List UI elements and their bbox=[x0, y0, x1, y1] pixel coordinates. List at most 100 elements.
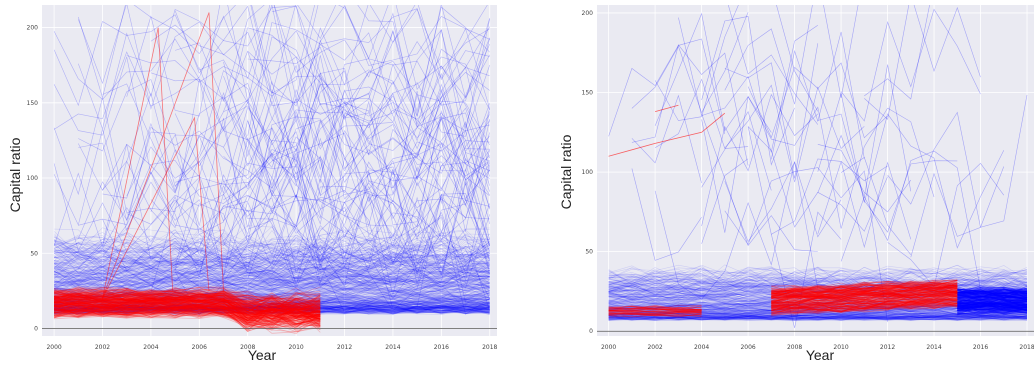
blue-series-line bbox=[53, 276, 490, 295]
blue-series-line bbox=[957, 289, 1028, 298]
red-series-line bbox=[771, 287, 958, 305]
blue-outlier-line bbox=[175, 5, 490, 132]
blue-outlier-line bbox=[724, 161, 842, 243]
red-series-line bbox=[54, 300, 321, 317]
blue-series-line bbox=[957, 302, 1028, 311]
blue-series-line bbox=[608, 303, 1028, 311]
red-series-line bbox=[771, 287, 958, 296]
blue-series-line bbox=[53, 269, 490, 289]
blue-outlier-line bbox=[223, 161, 490, 277]
blue-series-line bbox=[54, 306, 490, 315]
blue-series-line bbox=[957, 301, 1028, 309]
blue-outlier-line bbox=[174, 5, 490, 120]
blue-series-line bbox=[608, 282, 1028, 296]
red-series-line bbox=[771, 291, 958, 306]
blue-series-line bbox=[54, 306, 490, 315]
blue-series-line bbox=[54, 301, 490, 312]
blue-series-line bbox=[608, 306, 1028, 314]
blue-series-line bbox=[957, 302, 1028, 311]
blue-series-line bbox=[54, 296, 490, 308]
blue-series-line bbox=[54, 290, 490, 305]
blue-series-line bbox=[957, 291, 1028, 299]
red-series-line bbox=[771, 292, 958, 306]
red-series-line bbox=[608, 313, 702, 318]
red-series-line bbox=[54, 300, 321, 314]
red-series-line bbox=[771, 284, 958, 295]
red-series-line bbox=[54, 303, 321, 320]
blue-series-line bbox=[957, 306, 1028, 314]
blue-series-line bbox=[54, 304, 490, 314]
blue-series-line bbox=[54, 281, 490, 298]
blue-series-line bbox=[53, 248, 490, 274]
blue-series-line bbox=[608, 299, 1028, 309]
blue-series-line bbox=[608, 267, 1028, 284]
blue-series-line bbox=[54, 246, 490, 269]
red-series-line bbox=[771, 286, 958, 297]
x-tick-label: 2008 bbox=[240, 344, 255, 351]
red-series-line bbox=[54, 301, 321, 325]
red-series-line bbox=[771, 287, 958, 297]
blue-series-line bbox=[54, 305, 490, 314]
blue-series-line bbox=[957, 303, 1028, 309]
blue-series-line bbox=[54, 303, 490, 312]
blue-series-line bbox=[54, 237, 490, 270]
blue-series-line bbox=[608, 285, 1028, 299]
blue-series-line bbox=[54, 290, 490, 305]
blue-outlier-line bbox=[271, 83, 490, 205]
blue-series-line bbox=[957, 291, 1028, 297]
blue-series-line bbox=[608, 303, 1028, 312]
red-series-line bbox=[771, 282, 958, 292]
red-series-line bbox=[771, 285, 958, 302]
blue-series-line bbox=[54, 302, 490, 313]
blue-outlier-line bbox=[701, 16, 795, 166]
red-series-line bbox=[54, 293, 321, 314]
blue-series-line bbox=[608, 302, 1028, 311]
blue-outlier-line bbox=[631, 44, 749, 166]
red-series-line bbox=[771, 289, 958, 302]
red-series-line bbox=[771, 284, 958, 297]
blue-series-line bbox=[54, 257, 490, 280]
red-series-line bbox=[771, 295, 958, 309]
blue-series-line bbox=[54, 306, 490, 314]
red-series-line bbox=[54, 292, 321, 314]
blue-series-line bbox=[957, 290, 1028, 294]
red-series-line bbox=[54, 296, 321, 325]
red-series-line bbox=[54, 300, 321, 319]
blue-series-line bbox=[957, 305, 1028, 312]
blue-series-line bbox=[608, 281, 1028, 297]
blue-series-line bbox=[53, 262, 490, 282]
blue-series-line bbox=[608, 311, 1028, 317]
blue-outlier-line bbox=[631, 94, 702, 184]
blue-series-line bbox=[608, 316, 1028, 321]
blue-outlier-line bbox=[150, 24, 490, 156]
red-series-line bbox=[771, 300, 958, 315]
blue-series-line bbox=[54, 292, 490, 306]
blue-series-line bbox=[608, 267, 1028, 285]
red-series-line bbox=[771, 299, 958, 313]
red-series-line bbox=[771, 291, 958, 307]
blue-series-line bbox=[608, 307, 1028, 315]
red-series-line bbox=[54, 301, 321, 325]
blue-series-line bbox=[608, 309, 1028, 317]
blue-series-line bbox=[957, 303, 1028, 311]
blue-series-line bbox=[54, 300, 490, 311]
blue-series-line bbox=[608, 315, 1028, 321]
red-series-line bbox=[54, 302, 321, 322]
red-series-line bbox=[54, 305, 321, 320]
blue-series-line bbox=[957, 308, 1028, 314]
blue-series-line bbox=[54, 267, 490, 291]
blue-series-line bbox=[54, 306, 490, 315]
y-tick-label: 0 bbox=[34, 325, 38, 332]
red-series-line bbox=[771, 298, 958, 311]
blue-series-line bbox=[54, 256, 490, 282]
red-series-line bbox=[54, 292, 321, 307]
blue-series-line bbox=[54, 305, 490, 314]
blue-series-line bbox=[54, 306, 490, 315]
blue-series-line bbox=[608, 315, 1028, 321]
blue-series-line bbox=[54, 307, 490, 315]
red-series-line bbox=[54, 308, 321, 325]
blue-series-line bbox=[54, 268, 490, 290]
blue-series-line bbox=[608, 284, 1028, 299]
blue-series-line bbox=[608, 298, 1028, 309]
blue-series-line bbox=[608, 264, 1028, 283]
